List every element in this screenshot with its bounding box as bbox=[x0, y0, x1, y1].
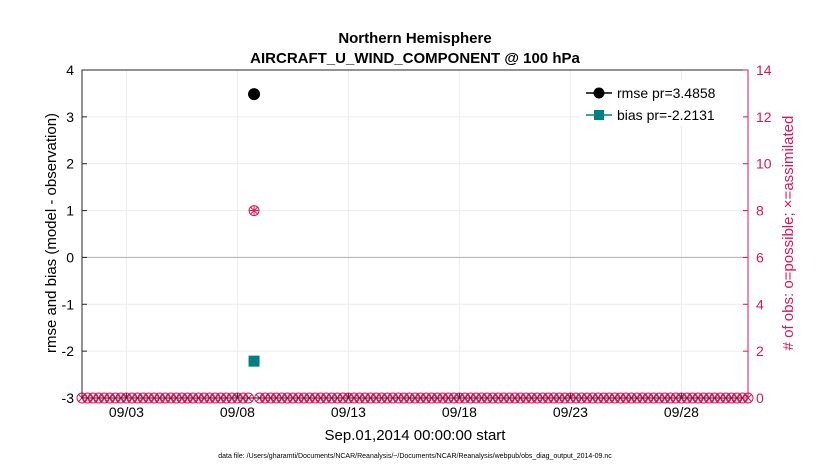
y-tick-label: 4 bbox=[66, 62, 74, 78]
y-right-tick-label: 6 bbox=[756, 249, 764, 265]
chart-subtitle: AIRCRAFT_U_WIND_COMPONENT @ 100 hPa bbox=[250, 50, 580, 67]
y-right-tick-label: 12 bbox=[756, 109, 772, 125]
y-right-tick-label: 0 bbox=[756, 390, 764, 406]
x-tick-label: 09/08 bbox=[220, 404, 255, 420]
y-right-tick-label: 10 bbox=[756, 156, 772, 172]
legend: rmse pr=3.4858 bias pr=-2.2131 bbox=[580, 80, 743, 126]
y-tick-label: 1 bbox=[66, 203, 74, 219]
legend-box bbox=[580, 80, 743, 126]
y-right-tick-label: 8 bbox=[756, 203, 764, 219]
x-axis-label: Sep.01,2014 00:00:00 start bbox=[325, 427, 507, 444]
y-tick-label: -3 bbox=[62, 390, 75, 406]
x-tick-label: 09/28 bbox=[664, 404, 699, 420]
y-tick-label: -2 bbox=[62, 343, 75, 359]
x-tick-label: 09/13 bbox=[331, 404, 366, 420]
x-tick-label: 09/03 bbox=[109, 404, 144, 420]
x-tick-label: 09/23 bbox=[553, 404, 588, 420]
left-axis: -3 -2 -1 0 1 2 3 4 bbox=[62, 62, 87, 406]
y-right-tick-label: 4 bbox=[756, 296, 764, 312]
data-series bbox=[248, 88, 261, 367]
y-right-tick-label: 14 bbox=[756, 62, 772, 78]
legend-rmse-label: rmse pr=3.4858 bbox=[617, 85, 716, 101]
y-tick-label: 2 bbox=[66, 156, 74, 172]
grid bbox=[82, 69, 748, 399]
rmse-point bbox=[248, 88, 261, 101]
y-axis-label: rmse and bias (model - observation) bbox=[43, 113, 60, 353]
y-right-tick-label: 2 bbox=[756, 343, 764, 359]
data-file-footnote: data file: /Users/gharamti/Documents/NCA… bbox=[218, 453, 612, 460]
y-tick-label: 3 bbox=[66, 109, 74, 125]
y-tick-label: -1 bbox=[62, 296, 75, 312]
chart-title: Northern Hemisphere bbox=[338, 30, 491, 47]
y-tick-label: 0 bbox=[66, 249, 74, 265]
legend-bias-marker bbox=[594, 110, 604, 120]
bias-point bbox=[248, 355, 260, 367]
x-tick-label: 09/18 bbox=[442, 404, 477, 420]
legend-rmse-marker bbox=[593, 87, 605, 99]
bottom-axis: 09/03 09/08 09/13 09/18 09/23 09/28 bbox=[109, 393, 699, 420]
y-axis-label-right: # of obs: o=possible; ×=assimilated bbox=[780, 116, 797, 351]
legend-bias-label: bias pr=-2.2131 bbox=[617, 107, 715, 123]
right-axis: 0 2 4 6 8 10 12 14 bbox=[743, 62, 772, 406]
